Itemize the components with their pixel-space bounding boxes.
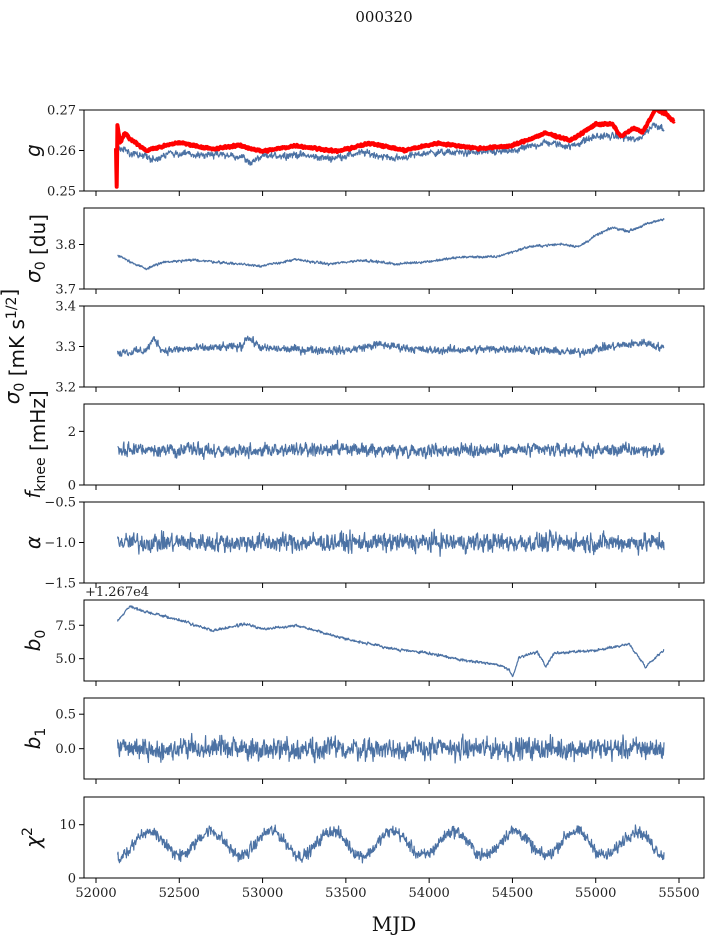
y-label-main: g bbox=[21, 144, 45, 157]
series-line-g bbox=[117, 122, 665, 166]
x-tick-label: 54500 bbox=[492, 886, 533, 901]
y-label-main: σ bbox=[21, 269, 45, 283]
x-axis-label: MJD bbox=[372, 912, 417, 936]
y-label-rest: [du] bbox=[26, 214, 50, 261]
panel-alpha: −1.5 −1.0 −0.5 α bbox=[21, 496, 705, 592]
y-label-sub: 0 bbox=[33, 630, 49, 639]
y-tick-label: 0.5 bbox=[55, 708, 76, 723]
series-line-b1 bbox=[117, 732, 665, 764]
y-tick-label: 10 bbox=[59, 818, 76, 833]
y-axis-label-g: g bbox=[21, 144, 45, 157]
series-line-g-fit bbox=[114, 110, 676, 189]
axes-frame bbox=[83, 207, 705, 290]
x-tick-label: 52000 bbox=[75, 886, 116, 901]
y-label-main: α bbox=[21, 536, 45, 549]
y-offset-text: +1.267e4 bbox=[85, 585, 149, 600]
panel-sigma0_du: 3.7 3.8 σ0 [du] bbox=[21, 207, 705, 298]
y-axis-label-fknee: fknee [mHz] bbox=[21, 390, 50, 498]
y-tick-label: −0.5 bbox=[44, 496, 76, 511]
y-tick-label: 0.27 bbox=[47, 104, 76, 119]
y-tick-label: 3.4 bbox=[55, 300, 76, 315]
x-tick-label: 55500 bbox=[658, 886, 699, 901]
panel-fknee: 0 2 fknee [mHz] bbox=[21, 390, 705, 499]
y-label-main: b bbox=[21, 639, 45, 652]
panel-b0: 5.0 7.5 +1.267e4 b0 bbox=[21, 585, 705, 686]
series-line-chi2 bbox=[117, 824, 665, 864]
y-tick-label: 2 bbox=[68, 425, 76, 440]
y-tick-label: 0.25 bbox=[47, 185, 76, 200]
y-tick-label: 3.2 bbox=[55, 381, 76, 396]
y-axis-label-b1: b1 bbox=[21, 728, 49, 750]
y-tick-label: 3.8 bbox=[55, 238, 76, 253]
y-label-main: b bbox=[21, 737, 45, 750]
axes-frame bbox=[83, 796, 705, 879]
y-axis-label-alpha: α bbox=[21, 536, 45, 549]
y-axis-label-b0: b0 bbox=[21, 630, 49, 652]
y-tick-label: 0 bbox=[68, 872, 76, 887]
y-tick-label: 3.7 bbox=[55, 283, 76, 298]
y-label-sup: 2 bbox=[20, 827, 36, 836]
y-tick-label: 0.0 bbox=[55, 742, 76, 757]
chart-title: 000320 bbox=[355, 8, 412, 26]
y-axis-label-sigma0_du: σ0 [du] bbox=[21, 214, 50, 283]
axes-frame bbox=[83, 403, 705, 486]
y-tick-label: 7.5 bbox=[55, 619, 76, 634]
x-tick-label: 53500 bbox=[325, 886, 366, 901]
y-label-end: ] bbox=[0, 289, 21, 297]
y-label-main: χ bbox=[21, 835, 45, 849]
x-tick-label: 53000 bbox=[242, 886, 283, 901]
y-label-sub: knee bbox=[33, 457, 49, 491]
y-label-main: σ bbox=[0, 390, 24, 404]
y-label-rest: [mHz] bbox=[26, 390, 50, 457]
x-tick-label: 55000 bbox=[575, 886, 616, 901]
y-label-sub: 0 bbox=[12, 383, 28, 392]
y-label-main: f bbox=[21, 489, 45, 499]
series-line-sigma0 bbox=[117, 218, 665, 271]
y-label-sub: 1 bbox=[33, 728, 49, 737]
y-label-sup: 1/2 bbox=[4, 297, 20, 320]
axes-frame bbox=[83, 697, 705, 780]
y-axis-label-sigma0_mk: σ0 [mK s1/2] bbox=[0, 289, 29, 405]
panel-b1: 0.0 0.5 b1 bbox=[21, 697, 705, 784]
panel-g: 0.25 0.26 0.27 g bbox=[21, 104, 705, 200]
panel-sigma0_mk: 3.2 3.3 3.4 σ0 [mK s1/2] bbox=[0, 289, 705, 405]
x-tick-label: 52500 bbox=[159, 886, 200, 901]
y-tick-label: 0.26 bbox=[47, 144, 76, 159]
y-tick-label: 0 bbox=[68, 479, 76, 494]
y-tick-label: −1.0 bbox=[44, 536, 76, 551]
y-label-rest: [mK s bbox=[5, 319, 29, 383]
axes-frame bbox=[83, 599, 705, 682]
x-tick-label: 54000 bbox=[408, 886, 449, 901]
y-tick-label: 3.3 bbox=[55, 340, 76, 355]
panel-chi2: 52000 52500 53000 53500 54000 54500 55000 55500… bbox=[20, 796, 705, 901]
series-line-sigma0-mK bbox=[117, 335, 665, 358]
y-tick-label: 5.0 bbox=[55, 652, 76, 667]
y-tick-label: −1.5 bbox=[44, 577, 76, 592]
series-line-b0 bbox=[117, 605, 665, 678]
y-axis-label-chi2: χ2 bbox=[20, 827, 45, 849]
series-line-alpha bbox=[117, 528, 665, 557]
series-line-fknee bbox=[117, 439, 665, 460]
y-label-sub: 0 bbox=[33, 261, 49, 270]
